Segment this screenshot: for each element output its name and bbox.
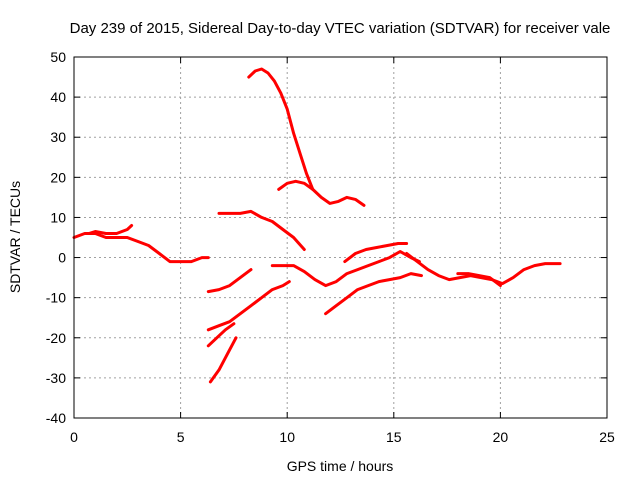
series-line-track-j [270, 250, 421, 288]
series-line-track-l [324, 272, 423, 316]
x-axis-label: GPS time / hours [287, 458, 394, 474]
series-line-track-g [217, 209, 306, 251]
plot-frame [73, 56, 608, 419]
series-line-track-b [87, 224, 134, 235]
x-tick-label: 25 [599, 429, 615, 445]
plot-area [72, 67, 562, 384]
y-tick-label: 10 [50, 209, 66, 225]
series-line-track-k [343, 242, 409, 264]
x-tick-label: 15 [386, 429, 402, 445]
axis-ticks [73, 56, 608, 419]
y-tick-label: 20 [50, 169, 66, 185]
x-tick-label: 5 [177, 429, 185, 445]
series-line-track-m [405, 252, 562, 286]
series-line-track-h [247, 67, 315, 191]
x-tick-label: 0 [70, 429, 78, 445]
x-tick-label: 10 [279, 429, 295, 445]
y-axis-label: SDTVAR / TECUs [7, 181, 23, 293]
y-tick-label: 50 [50, 49, 66, 65]
x-tick-labels: 0 5 10 15 20 25 [70, 429, 615, 445]
y-tick-label: -20 [46, 330, 66, 346]
series-line-track-d [206, 280, 291, 332]
y-tick-label: -40 [46, 410, 66, 426]
x-tick-label: 20 [493, 429, 509, 445]
chart-title: Day 239 of 2015, Sidereal Day-to-day VTE… [70, 20, 611, 37]
series-line-track-e [206, 322, 236, 348]
y-tick-labels: -40 -30 -20 -10 0 10 20 30 40 50 [46, 49, 66, 426]
y-tick-label: 0 [58, 250, 66, 266]
y-tick-label: -30 [46, 370, 66, 386]
series-line-track-n [456, 272, 502, 288]
y-tick-label: 30 [50, 129, 66, 145]
series-line-track-f [208, 336, 238, 384]
series-line-track-i [277, 179, 366, 207]
y-tick-label: 40 [50, 89, 66, 105]
series-line-track-c [206, 268, 253, 294]
series-line-track-a [72, 232, 210, 264]
grid [74, 57, 607, 418]
y-tick-label: -10 [46, 290, 66, 306]
